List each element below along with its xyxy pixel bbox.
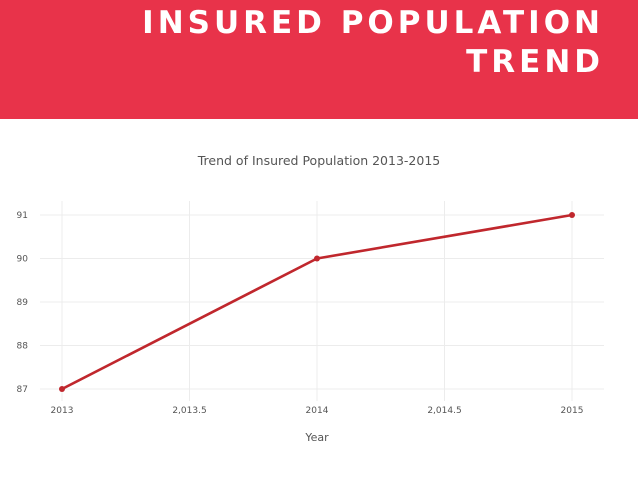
chart-container: Trend of Insured Population 2013-2015 Ye… (0, 119, 638, 478)
x-tick-label: 2,014.5 (427, 406, 461, 416)
data-point (569, 212, 575, 218)
y-tick-label: 91 (17, 211, 28, 221)
y-tick-label: 89 (17, 298, 29, 308)
x-tick-label: 2013 (51, 406, 74, 416)
y-tick-label: 87 (17, 385, 28, 395)
chart-title: Trend of Insured Population 2013-2015 (197, 153, 441, 168)
x-tick-label: 2015 (561, 406, 584, 416)
tick-labels: 2013 2,013.5 2014 2,014.5 2015 87 88 89 90 91 (17, 211, 584, 416)
header-banner: INSURED POPULATION TREND (0, 0, 638, 119)
grid-lines (40, 201, 604, 401)
page-title-line-1: INSURED POPULATION (142, 5, 604, 41)
x-axis-label: Year (304, 431, 329, 444)
page-title-line-2: TREND (466, 44, 604, 80)
x-tick-label: 2014 (306, 406, 329, 416)
page-title: INSURED POPULATION TREND (142, 4, 604, 82)
data-series (59, 212, 575, 392)
y-tick-label: 88 (17, 342, 29, 352)
data-point (314, 255, 320, 262)
x-tick-label: 2,013.5 (172, 406, 206, 416)
data-point (59, 386, 65, 392)
line-chart: Trend of Insured Population 2013-2015 Ye… (17, 153, 604, 444)
y-tick-label: 90 (17, 255, 29, 265)
